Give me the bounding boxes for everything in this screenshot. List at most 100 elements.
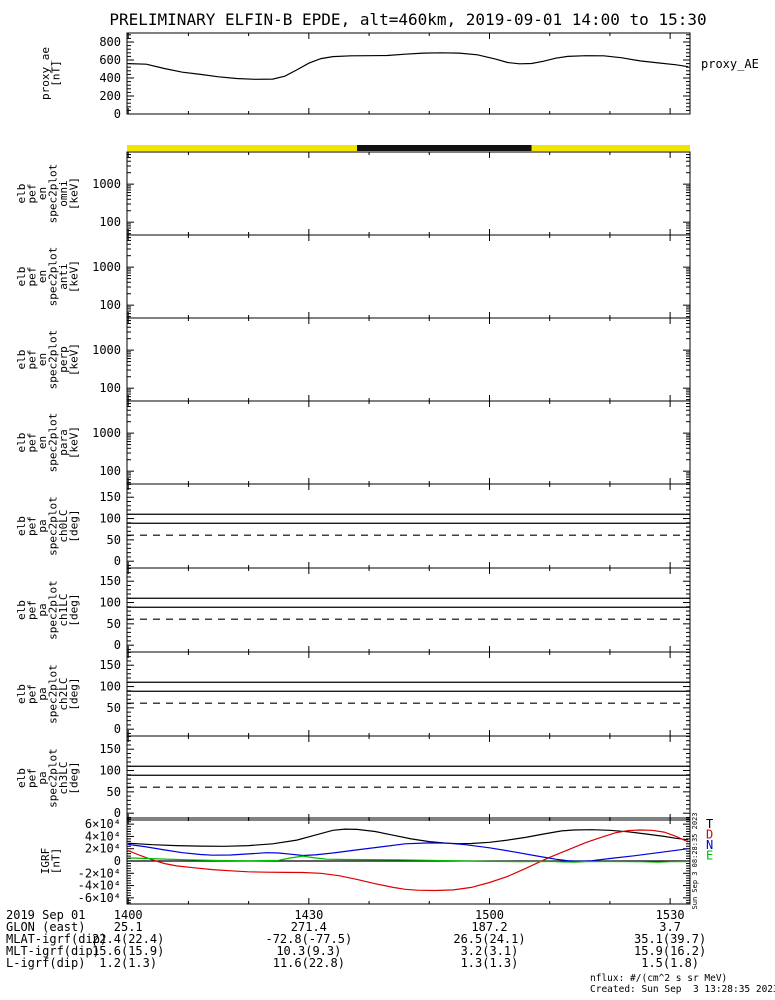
y-axis-label-line: pef (26, 684, 39, 704)
y-axis-label-line: [deg] (68, 509, 81, 542)
orbit-bar-segment (357, 145, 532, 151)
y-axis-label-line: ch2LC (57, 677, 70, 710)
panel-border (126, 151, 691, 236)
y-axis-label-line: elb (15, 684, 28, 704)
y-axis-label-line: en (36, 187, 49, 200)
y-tick-label: 50 (107, 617, 121, 631)
legend-letter-E: E (706, 849, 713, 863)
y-axis-label-line: ch0LC (57, 509, 70, 542)
y-axis-label-line: elb (15, 600, 28, 620)
y-axis-label-line: ch3LC (57, 761, 70, 794)
y-tick-label: 2×10⁴ (85, 842, 121, 856)
y-axis-label-line: [deg] (68, 677, 81, 710)
y-axis-label-line: ch1LC (57, 593, 70, 626)
y-tick-label: 800 (99, 35, 121, 49)
y-axis-label-line: en (36, 270, 49, 283)
y-axis-label-line: [keV] (68, 343, 81, 376)
y-axis-label-line: pa (36, 687, 49, 700)
y-tick-label: 50 (107, 533, 121, 547)
y-axis-label-line: [deg] (68, 593, 81, 626)
footer-value: 11.6(22.8) (272, 956, 345, 970)
panel-border (126, 567, 691, 653)
y-axis-label-line: spec2plot (47, 580, 60, 640)
y-tick-label: 150 (99, 574, 121, 588)
y-axis-label-line: anti (57, 263, 70, 290)
orbit-bar-segment (127, 145, 358, 151)
series-T (128, 828, 689, 847)
series-E (128, 855, 689, 863)
series-N (128, 842, 689, 862)
y-axis-label-line: [deg] (68, 761, 81, 794)
y-axis-label-line: proxy_ae (39, 47, 52, 100)
y-tick-label: 150 (99, 658, 121, 672)
y-axis-label-line: pef (26, 433, 39, 453)
footer-value: 35.1(39.7) (634, 932, 707, 946)
legend-letter-D: D (706, 828, 713, 842)
y-tick-label: 600 (99, 53, 121, 67)
footer-row-label: GLON (east) (6, 920, 86, 934)
footer-value: 3.2(3.1) (460, 944, 519, 958)
time-tick-label: 1500 (475, 908, 504, 922)
y-axis-label-line: pa (36, 771, 49, 784)
date-label: 2019 Sep 01 (6, 908, 86, 922)
panel-border (126, 735, 691, 821)
panel-proxy_ae: 0 200 400 600 800 proxy_ae[nT] (39, 32, 691, 121)
y-axis-label-line: pef (26, 350, 39, 370)
y-tick-label: 0 (114, 638, 121, 652)
panel-border (126, 483, 691, 569)
footer-row-label: MLT-igrf(dip) (6, 944, 100, 958)
footer-row-label: MLAT-igrf(dip) (6, 932, 108, 946)
y-axis-label-line: spec2plot (47, 164, 60, 224)
y-tick-label: 100 (99, 464, 121, 478)
y-axis-label-line: en (36, 353, 49, 366)
y-tick-label: 1000 (92, 426, 121, 440)
y-axis-label-line: spec2plot (47, 748, 60, 808)
y-tick-label: 100 (99, 215, 121, 229)
y-tick-label: 0 (114, 554, 121, 568)
footer-value: 25.1 (113, 920, 143, 934)
panel-border (126, 32, 691, 115)
y-tick-label: 0 (114, 806, 121, 820)
y-axis-label-line: spec2plot (47, 247, 60, 307)
y-axis-label-line: [nT] (50, 60, 63, 87)
y-tick-label: 100 (99, 680, 121, 694)
plot-title: PRELIMINARY ELFIN-B EPDE, alt=460km, 201… (109, 10, 707, 29)
y-tick-label: 0 (114, 854, 121, 868)
y-tick-label: 100 (99, 596, 121, 610)
panel-border (126, 651, 691, 737)
panel-orbit-segment-bar (127, 145, 690, 151)
panel-border (126, 234, 691, 319)
y-axis-label-line: pef (26, 184, 39, 204)
panel-border (126, 817, 691, 905)
y-axis-label-line: elb (15, 433, 28, 453)
y-axis-label-line: spec2plot (47, 330, 60, 390)
y-axis-label-line: pef (26, 516, 39, 536)
y-tick-label: -2×10⁴ (78, 866, 121, 880)
footer-value: 15.9(16.2) (634, 944, 707, 958)
y-axis-label-line: elb (15, 267, 28, 287)
footer-value: -72.8(-77.5) (265, 932, 353, 946)
y-axis-label-line: elb (15, 350, 28, 370)
y-tick-label: 0 (114, 722, 121, 736)
series-proxy_AE (128, 52, 689, 80)
y-tick-label: 200 (99, 89, 121, 103)
legend-letter-N: N (706, 838, 713, 852)
y-axis-label-line: en (36, 436, 49, 449)
y-axis-label-line: [keV] (68, 260, 81, 293)
footer-value: 1.3(1.3) (460, 956, 519, 970)
y-axis-label-line: spec2plot (47, 413, 60, 473)
y-axis-label-line: [keV] (68, 426, 81, 459)
y-tick-label: 100 (99, 298, 121, 312)
y-axis-label-line: [keV] (68, 177, 81, 210)
y-axis-label-line: IGRF (39, 848, 52, 875)
y-axis-label-line: pa (36, 519, 49, 532)
y-axis-label-line: elb (15, 516, 28, 536)
